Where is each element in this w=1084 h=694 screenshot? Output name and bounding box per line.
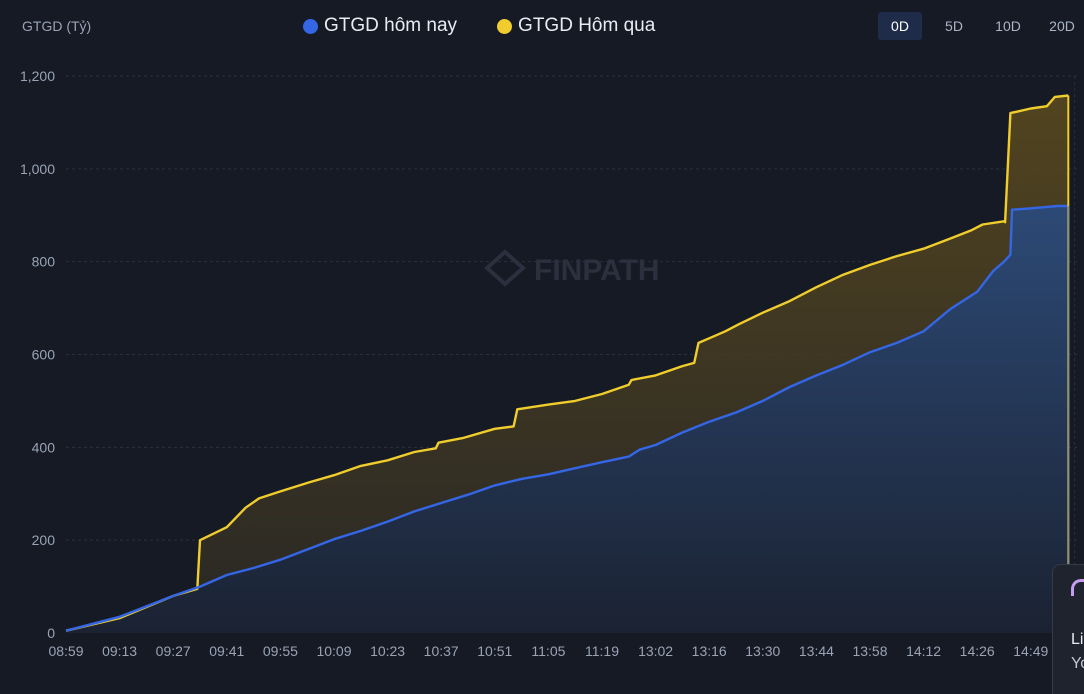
x-tick-label: 09:27 <box>156 643 191 659</box>
legend-label-today: GTGD hôm nay <box>324 15 458 36</box>
x-tick-label: 14:49 <box>1013 643 1048 659</box>
legend-label-yesterday: GTGD Hôm qua <box>518 15 656 36</box>
x-tick-label: 13:44 <box>799 643 834 659</box>
x-tick-label: 13:30 <box>745 643 780 659</box>
feather-icon <box>1071 579 1084 596</box>
range-tab-10d[interactable]: 10D <box>995 18 1021 34</box>
x-tick-label: 10:37 <box>424 643 459 659</box>
range-tab-0d[interactable]: 0D <box>878 12 922 40</box>
x-tick-label: 14:12 <box>906 643 941 659</box>
x-tick-label: 14:26 <box>960 643 995 659</box>
x-tick-label: 09:13 <box>102 643 137 659</box>
x-tick-label: 11:19 <box>585 643 619 659</box>
series-area-today <box>66 206 1069 633</box>
watermark-logo-icon <box>483 249 527 287</box>
x-tick-label: 13:58 <box>852 643 887 659</box>
y-tick-label: 200 <box>32 532 56 548</box>
chart-legend: GTGD hôm nay GTGD Hôm qua <box>303 15 655 37</box>
legend-item-today[interactable]: GTGD hôm nay <box>303 15 457 37</box>
y-tick-label: 0 <box>47 625 55 641</box>
x-tick-label: 13:02 <box>638 643 673 659</box>
x-tick-label: 10:23 <box>370 643 405 659</box>
y-tick-label: 1,000 <box>20 161 55 177</box>
x-tick-label: 11:05 <box>531 643 565 659</box>
series-line-today <box>65 204 1069 632</box>
x-tick-label: 13:16 <box>692 643 727 659</box>
range-tabs: 0D 5D 10D 20D <box>868 12 1084 40</box>
y-tick-label: 1,200 <box>20 68 55 84</box>
legend-item-yesterday[interactable]: GTGD Hôm qua <box>497 15 655 37</box>
finpath-watermark: FINPATH <box>534 254 660 287</box>
legend-dot-today <box>303 18 318 34</box>
notification-card[interactable]: Li Yo <box>1052 564 1084 694</box>
series-line-yesterday <box>65 94 1069 632</box>
range-tab-5d[interactable]: 5D <box>945 18 963 34</box>
legend-dot-yesterday <box>497 18 513 34</box>
y-tick-label: 600 <box>32 347 56 363</box>
y-tick-label: 400 <box>32 439 56 455</box>
notification-text: Yo <box>1071 655 1084 672</box>
x-tick-label: 08:59 <box>48 643 83 659</box>
x-tick-label: 09:41 <box>209 643 244 659</box>
x-tick-label: 10:09 <box>316 643 351 659</box>
range-tab-20d[interactable]: 20D <box>1049 18 1075 34</box>
y-tick-label: 800 <box>32 254 56 270</box>
y-unit-label: GTGD (Tỷ) <box>22 18 92 34</box>
notification-title: Li <box>1071 631 1084 648</box>
x-tick-label: 10:51 <box>477 643 512 659</box>
x-tick-label: 09:55 <box>263 643 298 659</box>
